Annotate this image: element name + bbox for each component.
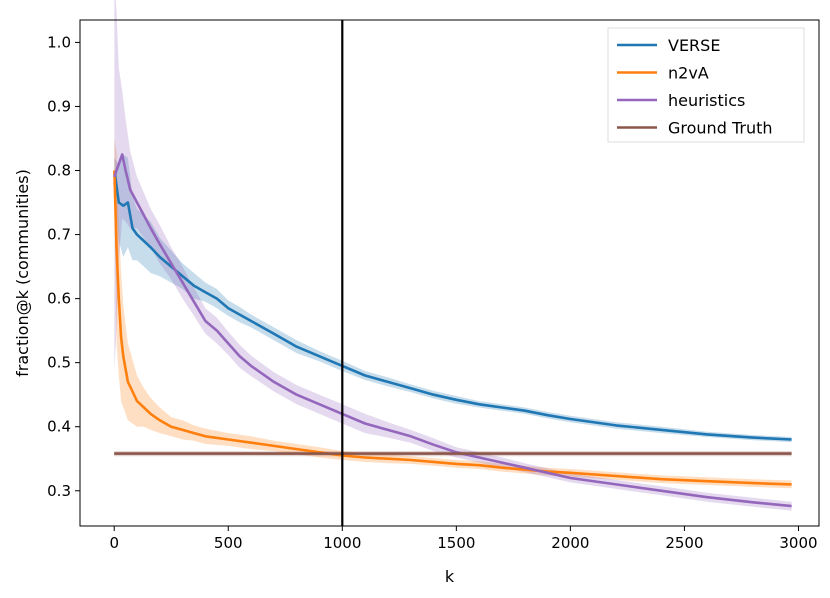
axes-frame: [79, 19, 820, 527]
y-tick-label: 0.5: [47, 354, 71, 372]
y-tick-label: 1.0: [47, 33, 71, 51]
legend-box: [607, 27, 805, 143]
legend-label-n2va: n2vA: [668, 64, 709, 83]
band-heuristics: [114, 0, 792, 511]
x-axis-label: k: [445, 567, 455, 586]
y-axis-ticks: 0.3 0.4 0.5 0.6 0.7 0.8 0.9 1.0: [47, 33, 80, 500]
x-tick-label: 2000: [551, 534, 589, 552]
y-tick-label: 0.3: [47, 482, 71, 500]
y-axis-label: fraction@k (communities): [13, 169, 32, 377]
x-tick-label: 500: [214, 534, 243, 552]
legend: VERSE n2vA heuristics Ground Truth: [607, 27, 805, 143]
x-tick-label: 1500: [437, 534, 475, 552]
x-tick-label: 3000: [779, 534, 817, 552]
legend-label-ground-truth: Ground Truth: [668, 119, 773, 138]
series-line-heuristics: [113, 153, 792, 508]
legend-label-heuristics: heuristics: [668, 91, 745, 110]
y-tick-label: 0.4: [47, 418, 71, 436]
x-axis-ticks: 0 500 1000 1500 2000 2500 3000: [109, 526, 818, 552]
y-tick-label: 0.9: [47, 97, 71, 115]
legend-label-verse: VERSE: [668, 36, 720, 55]
y-tick-label: 0.8: [47, 162, 71, 180]
series-lines: [113, 153, 792, 508]
x-tick-label: 1000: [323, 534, 361, 552]
x-tick-label: 0: [109, 534, 119, 552]
y-tick-label: 0.7: [47, 226, 71, 244]
series-line-verse: [113, 170, 792, 441]
x-tick-label: 2500: [665, 534, 703, 552]
y-tick-label: 0.6: [47, 290, 71, 308]
